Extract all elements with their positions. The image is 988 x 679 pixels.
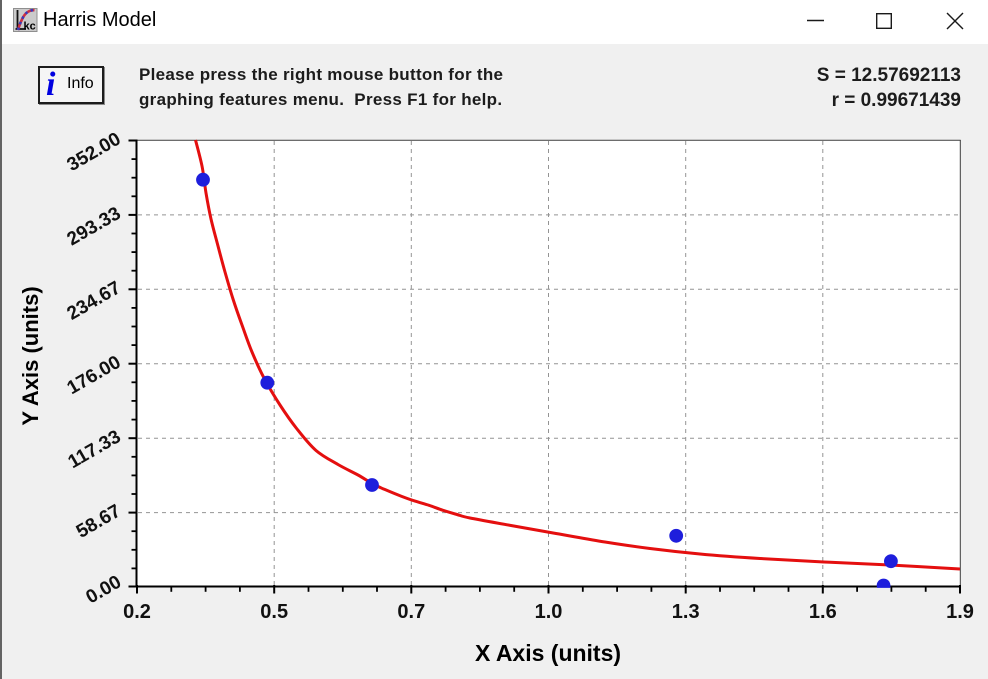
svg-text:X Axis (units): X Axis (units) xyxy=(475,640,621,666)
svg-text:234.67: 234.67 xyxy=(64,277,125,324)
svg-text:Y Axis (units): Y Axis (units) xyxy=(18,286,43,425)
svg-text:1.3: 1.3 xyxy=(672,601,700,623)
svg-text:293.33: 293.33 xyxy=(64,203,125,250)
svg-text:kc: kc xyxy=(24,21,36,33)
svg-text:1.9: 1.9 xyxy=(946,601,974,623)
svg-text:117.33: 117.33 xyxy=(65,426,125,473)
svg-text:1.6: 1.6 xyxy=(809,601,837,623)
svg-text:0.7: 0.7 xyxy=(397,601,425,623)
svg-text:0.00: 0.00 xyxy=(82,572,125,609)
svg-text:176.00: 176.00 xyxy=(64,352,125,399)
svg-text:1.0: 1.0 xyxy=(535,601,563,623)
svg-text:58.67: 58.67 xyxy=(73,501,125,543)
svg-text:0.2: 0.2 xyxy=(123,601,151,623)
svg-text:352.00: 352.00 xyxy=(64,129,125,176)
svg-text:0.5: 0.5 xyxy=(260,601,288,623)
